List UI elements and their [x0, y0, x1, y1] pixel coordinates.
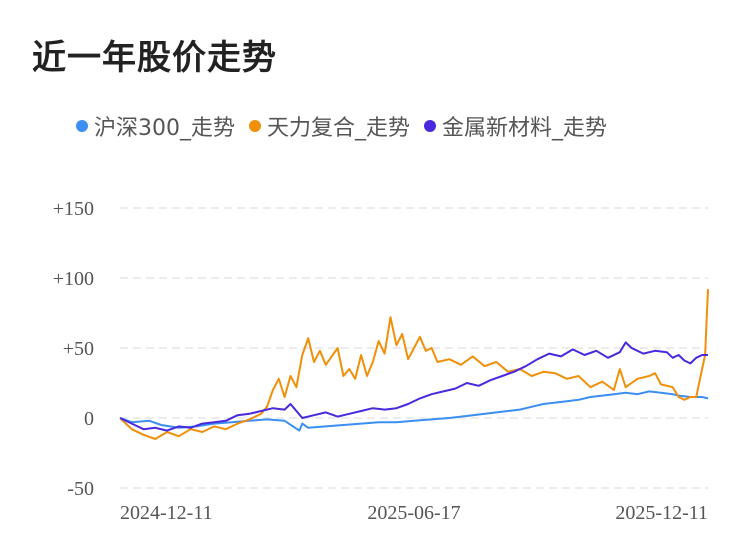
- x-tick-label: 2024-12-11: [120, 502, 213, 524]
- legend-item-hs300[interactable]: 沪深300_走势: [76, 110, 235, 142]
- legend-dot-metal: [424, 120, 437, 132]
- legend: 沪深300_走势 天力复合_走势 金属新材料_走势: [76, 110, 607, 142]
- legend-item-metal[interactable]: 金属新材料_走势: [424, 110, 607, 142]
- y-tick-label: +50: [63, 338, 94, 360]
- y-tick-label: -50: [67, 478, 94, 500]
- series-layer: [119, 289, 709, 440]
- x-tick-label: 2025-06-17: [367, 502, 460, 524]
- legend-dot-tianli: [249, 120, 261, 132]
- chart-title: 近一年股价走势: [32, 38, 277, 78]
- legend-item-tianli[interactable]: 天力复合_走势: [249, 110, 410, 142]
- legend-label-hs300: 沪深300_走势: [94, 116, 235, 141]
- series-line-0: [119, 390, 709, 432]
- series-line-1: [119, 289, 709, 440]
- x-axis-ticks: 2024-12-11 2025-06-17 2025-12-11: [120, 502, 708, 524]
- legend-dot-hs300: [76, 120, 88, 132]
- legend-label-metal: 金属新材料_走势: [442, 116, 608, 141]
- legend-label-tianli: 天力复合_走势: [267, 116, 411, 141]
- x-tick-label: 2025-12-11: [615, 502, 708, 524]
- y-tick-label: +100: [53, 268, 94, 290]
- y-tick-label: +150: [53, 198, 94, 220]
- y-axis-ticks: +150 +100 +50 0 -50: [53, 198, 94, 500]
- series-line-2: [119, 341, 708, 432]
- y-tick-label: 0: [84, 408, 94, 430]
